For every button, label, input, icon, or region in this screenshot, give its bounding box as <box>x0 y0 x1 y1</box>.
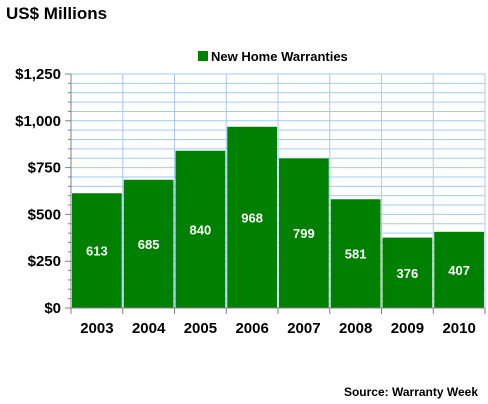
bars <box>72 126 484 308</box>
bar-2004 <box>123 179 174 308</box>
data-label-2005: 840 <box>190 222 212 237</box>
data-label-2003: 613 <box>86 244 108 259</box>
y-tick-label: $1,000 <box>15 113 61 130</box>
data-label-2010: 407 <box>448 263 470 278</box>
x-tick-label: 2008 <box>339 320 372 337</box>
bar-2009 <box>382 237 433 308</box>
data-label-2009: 376 <box>397 266 419 281</box>
x-axis-ticks: 2003 2004 2005 2006 2007 2008 2009 2010 <box>80 320 476 337</box>
data-labels: 613 685 840 968 799 581 376 407 <box>86 210 470 280</box>
y-axis-ticks: $0 $250 $500 $750 $1,000 $1,250 <box>15 66 61 317</box>
data-label-2004: 685 <box>138 237 160 252</box>
bar-2006 <box>227 126 277 308</box>
y-tick-label: $500 <box>28 206 61 223</box>
source-note: Source: Warranty Week <box>344 385 478 399</box>
bar-2003 <box>72 193 122 308</box>
bar-2010 <box>434 231 484 308</box>
x-tick-label: 2006 <box>235 320 268 337</box>
x-tick-label: 2003 <box>80 320 113 337</box>
x-tick-label: 2010 <box>442 320 475 337</box>
y-tick-label: $1,250 <box>15 66 61 83</box>
y-tick-label: $250 <box>28 253 61 270</box>
data-label-2008: 581 <box>345 247 367 262</box>
bar-2008 <box>330 199 381 308</box>
x-tick-label: 2004 <box>132 320 166 337</box>
data-label-2006: 968 <box>241 210 263 225</box>
legend-swatch <box>198 51 208 61</box>
bar-2005 <box>175 150 226 308</box>
legend-label: New Home Warranties <box>211 49 348 64</box>
x-tick-label: 2009 <box>391 320 424 337</box>
chart-title: US$ Millions <box>6 4 107 23</box>
legend: New Home Warranties <box>198 49 348 64</box>
y-tick-label: $0 <box>44 300 61 317</box>
x-tick-label: 2005 <box>184 320 217 337</box>
y-tick-label: $750 <box>28 160 61 177</box>
bar-2007 <box>279 158 329 308</box>
x-tick-label: 2007 <box>287 320 320 337</box>
data-label-2007: 799 <box>293 226 315 241</box>
axes <box>65 73 486 314</box>
